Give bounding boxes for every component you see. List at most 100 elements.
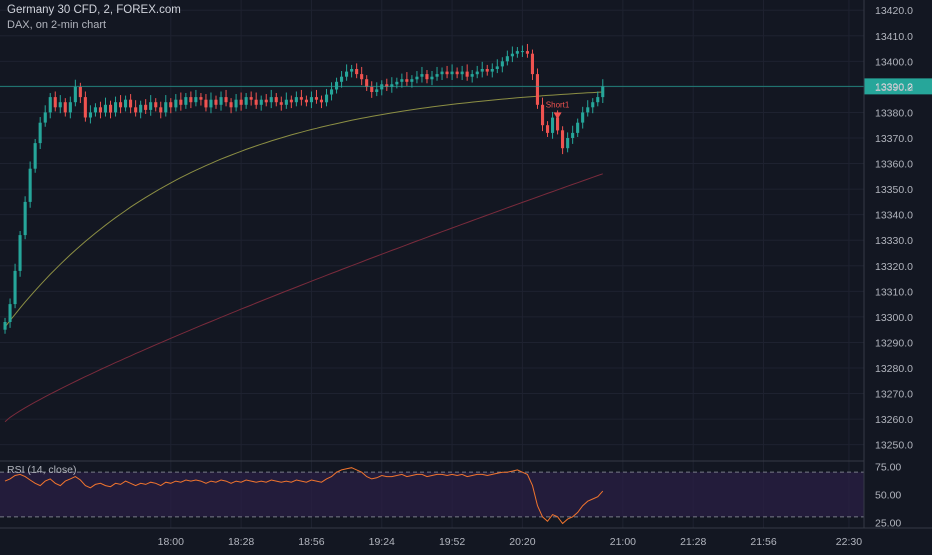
candle [450,64,454,80]
candle [179,92,183,111]
candle [596,91,600,107]
candle [164,95,168,117]
candle-body [510,53,514,57]
symbol-title[interactable]: Germany 30 CFD, 2, FOREX.com [7,4,181,16]
candle-body [53,97,57,108]
candle-body [390,84,394,87]
candle-body [114,102,118,113]
candle-body [189,97,193,103]
candle [194,89,198,107]
candle-body [88,112,92,118]
candle [490,63,494,78]
candle-body [28,168,32,202]
candle [88,105,92,124]
candle-body [159,107,163,113]
candle-body [470,74,474,77]
candle [370,81,374,98]
candle-body [420,74,424,77]
candle [239,92,243,111]
price-tick-label: 13320.0 [875,261,913,273]
candle [601,79,605,103]
candle-body [485,69,489,72]
candle-body [8,304,12,322]
candle-body [204,99,208,108]
candle [209,92,213,114]
candle-body [530,53,534,75]
candle-body [586,107,590,113]
candle-body [505,56,509,62]
candle [134,100,138,117]
candle [68,96,72,119]
candle [520,45,524,57]
candle [254,92,258,109]
price-tick-label: 13400.0 [875,56,913,68]
candle-body [234,99,238,108]
candle-body [13,270,17,305]
candle [455,67,459,79]
candle [470,70,474,83]
time-tick-label: 21:28 [680,536,706,548]
candle-body [345,71,349,77]
last-price-label: 13390.2 [875,81,913,93]
candle-body [224,97,228,103]
candle-body [591,102,595,108]
candle [93,103,97,117]
candle [149,95,153,116]
candle [204,94,208,112]
candle [400,73,404,88]
candle [124,95,128,112]
candle-body [360,74,364,80]
candle-body [103,104,107,113]
candle-body [184,97,188,105]
indicator-subtitle: DAX, on 2-min chart [7,19,107,31]
price-tick-label: 13360.0 [875,159,913,171]
candle-body [169,102,173,108]
candle-body [264,99,268,103]
short-signal-arrow-icon [553,112,562,120]
candle [184,93,188,109]
candle-body [314,97,318,100]
candle [174,94,178,112]
candle-body [375,89,379,92]
candle [73,79,77,107]
candle [546,121,550,137]
candle-body [566,138,570,149]
candle [576,118,580,137]
candle [314,89,318,104]
candle [510,46,514,63]
candle [581,106,585,129]
candle [390,77,394,93]
candle [365,75,369,91]
time-tick-label: 21:56 [750,536,776,548]
ma-slow-line [4,173,603,423]
candle-body [425,74,429,80]
candle-body [556,117,560,131]
candle [350,64,354,78]
candle [535,68,539,109]
price-tick-label: 13420.0 [875,5,913,17]
candle [28,161,32,208]
candle-body [179,99,183,105]
candle-body [38,122,42,144]
candle [335,77,339,94]
candle [485,64,489,76]
candle [119,95,123,114]
candle [219,91,223,111]
candle [189,91,193,109]
candle-body [400,79,404,82]
candle [551,111,555,139]
candle-body [43,112,47,123]
candle-body [430,76,434,80]
candle-body [279,102,283,105]
candle-body [365,79,369,87]
candle [214,95,218,109]
candle-body [445,71,449,75]
candle [249,91,253,106]
candle [465,64,469,81]
price-tick-label: 13270.0 [875,389,913,401]
candle [304,95,308,107]
candle-body [254,99,258,105]
